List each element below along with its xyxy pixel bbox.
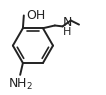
Text: N: N xyxy=(63,16,72,29)
Text: NH$_2$: NH$_2$ xyxy=(8,77,33,92)
Text: H: H xyxy=(63,27,71,37)
Text: OH: OH xyxy=(26,8,45,21)
